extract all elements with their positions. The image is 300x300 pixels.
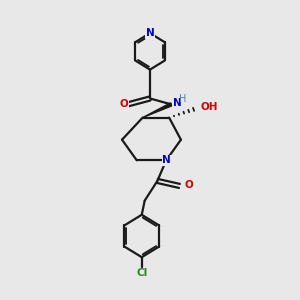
Text: H: H (179, 94, 186, 104)
Polygon shape (142, 103, 172, 118)
Text: O: O (185, 180, 194, 190)
Text: N: N (173, 98, 182, 108)
Text: N: N (162, 155, 171, 165)
Text: O: O (119, 99, 128, 110)
Text: OH: OH (200, 102, 218, 112)
Text: N: N (146, 28, 154, 38)
Text: Cl: Cl (136, 268, 147, 278)
